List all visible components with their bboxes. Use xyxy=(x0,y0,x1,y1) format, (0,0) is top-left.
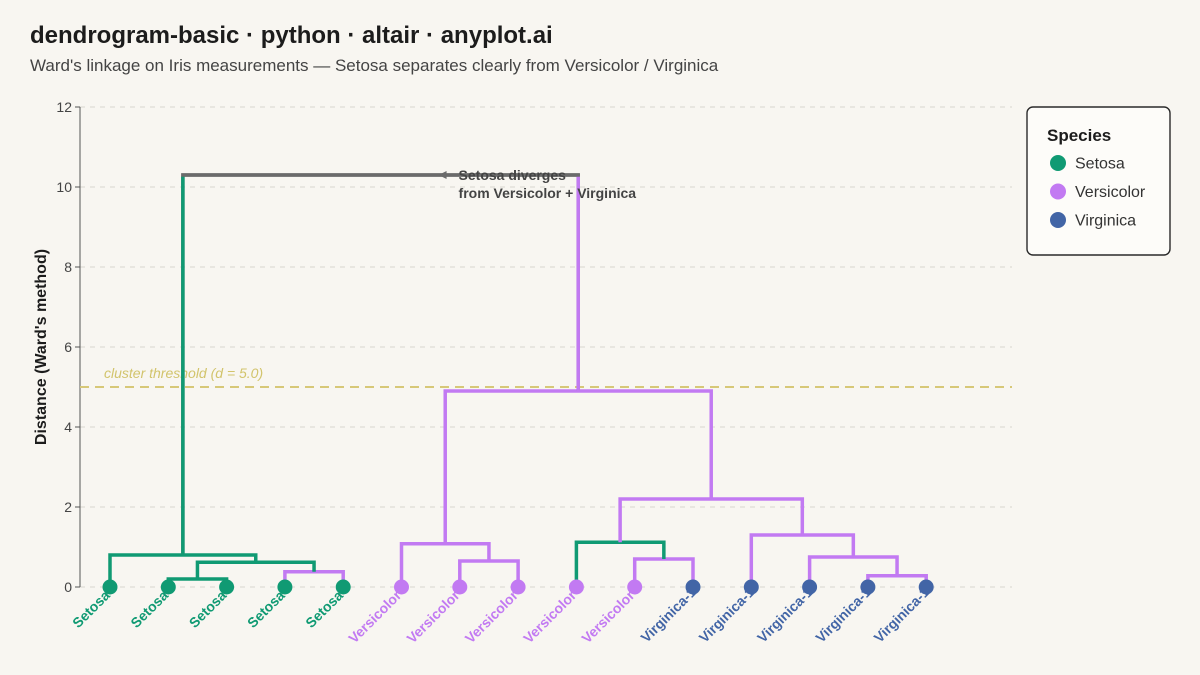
dendrogram-link xyxy=(749,533,856,587)
dendrogram-link xyxy=(866,574,928,587)
dendrogram-link xyxy=(458,559,520,587)
legend-swatch-setosa xyxy=(1050,155,1066,171)
leaf-marker xyxy=(802,579,818,595)
leaf-marker xyxy=(335,579,351,595)
chart-subtitle: Ward's linkage on Iris measurements — Se… xyxy=(30,56,719,75)
annotation-text: Setosa diverges from Versicolor + Virgin… xyxy=(459,167,637,201)
legend-label-versicolor: Versicolor xyxy=(1075,184,1146,201)
leaf-label: Setosa- xyxy=(302,584,349,631)
dendrogram-link xyxy=(443,389,713,544)
dendrogram-link xyxy=(283,570,345,587)
legend: Species Setosa Versicolor Virginica xyxy=(1026,106,1171,256)
annotation-line-1: Setosa diverges xyxy=(459,167,567,183)
leaf-marker xyxy=(452,579,468,595)
leaf-label: Setosa- xyxy=(244,584,291,631)
y-tick-label: 2 xyxy=(64,499,72,515)
leaf-label: Virginica-1 xyxy=(637,584,699,646)
leaf-label: Setosa- xyxy=(127,584,174,631)
legend-label-virginica: Virginica xyxy=(1075,213,1136,230)
legend-title: Species xyxy=(1047,126,1111,145)
dendrogram-link xyxy=(632,557,695,587)
leaf-label: Virginica-1 xyxy=(754,584,816,646)
dendrogram-links xyxy=(108,173,928,587)
legend-label-setosa: Setosa xyxy=(1075,156,1125,173)
y-tick-label: 4 xyxy=(64,419,72,435)
leaf-marker xyxy=(568,579,584,595)
y-tick-label: 8 xyxy=(64,259,72,275)
leaf-marker xyxy=(918,579,934,595)
leaf-label: Virginica-1 xyxy=(871,584,933,646)
leaf-marker xyxy=(394,579,409,595)
y-tick-label: 12 xyxy=(56,99,72,115)
leaf-marker xyxy=(627,579,643,595)
leaf-markers: Setosa- Setosa- Setosa- Setosa- Setosa-Versi… xyxy=(69,579,934,647)
leaf-label: Versicolor- xyxy=(520,584,583,647)
leaf-label: Versicolor- xyxy=(403,584,466,647)
leaf-marker xyxy=(277,579,293,595)
leaf-label: Versicolor- xyxy=(462,584,525,647)
chart-title: dendrogram-basic · python · altair · any… xyxy=(30,22,553,49)
dendrogram-link xyxy=(399,542,491,587)
leaf-label: Versicolor- xyxy=(345,584,408,647)
leaf-marker xyxy=(219,579,235,595)
leaf-marker xyxy=(743,579,759,595)
dendrogram-link xyxy=(574,540,666,587)
y-axis: 0 2 4 6 8 10 12 xyxy=(56,99,81,595)
leaf-marker xyxy=(160,579,176,595)
dendrogram-link xyxy=(108,553,258,587)
dendrogram-link xyxy=(166,577,229,587)
annotation-arrow-icon xyxy=(438,171,447,179)
leaf-label: Virginica-1 xyxy=(696,584,758,646)
y-tick-label: 0 xyxy=(64,579,72,595)
y-tick-label: 10 xyxy=(56,179,72,195)
leaf-marker xyxy=(510,579,526,595)
leaf-label: Virginica-1 xyxy=(812,584,874,646)
y-axis-label: Distance (Ward's method) xyxy=(33,249,50,445)
legend-swatch-virginica xyxy=(1050,212,1066,228)
leaf-label: Versicolor- xyxy=(578,584,641,647)
leaf-label: Setosa- xyxy=(69,584,116,631)
legend-swatch-versicolor xyxy=(1050,183,1066,200)
y-tick-label: 6 xyxy=(64,339,72,355)
leaf-label: Setosa- xyxy=(186,584,233,631)
dendrogram-link xyxy=(807,555,899,587)
leaf-marker xyxy=(685,579,701,595)
leaf-marker xyxy=(860,579,876,595)
annotation: Setosa diverges from Versicolor + Virgin… xyxy=(438,167,637,201)
leaf-marker xyxy=(102,579,118,595)
annotation-line-2: from Versicolor + Virginica xyxy=(459,185,637,201)
